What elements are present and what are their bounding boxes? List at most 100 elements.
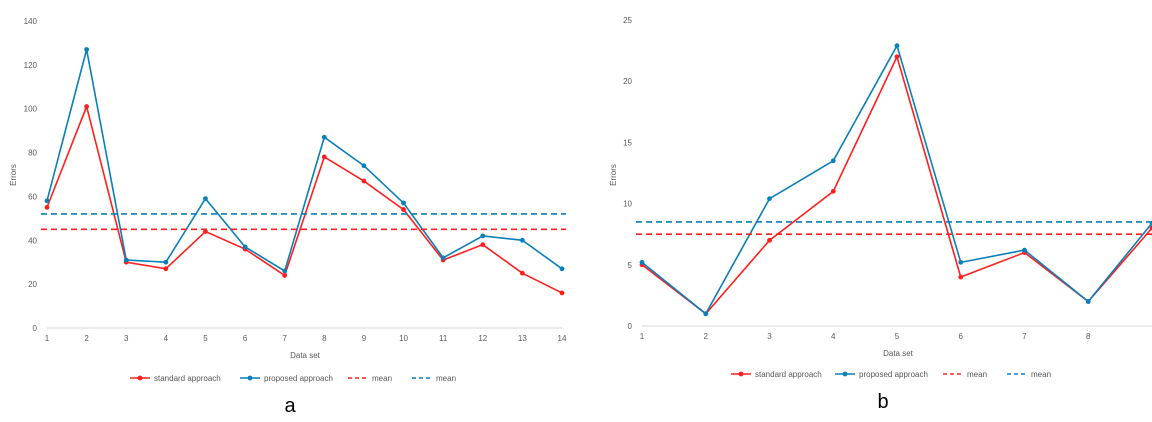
data-point: [361, 163, 367, 169]
panel-label: a: [284, 395, 296, 417]
data-point: [163, 259, 169, 265]
x-tick-label: 5: [895, 332, 900, 341]
data-point: [321, 154, 327, 160]
x-tick-label: 2: [84, 334, 89, 343]
data-point: [123, 257, 129, 263]
x-tick-label: 10: [399, 334, 408, 343]
legend-label: proposed approach: [859, 370, 928, 379]
legend: standard approach proposed approach mean me…: [731, 370, 1051, 379]
data-point: [703, 311, 709, 317]
x-tick-label: 8: [1086, 332, 1091, 341]
legend-label: mean: [436, 374, 456, 383]
data-point: [480, 242, 486, 248]
data-point: [830, 188, 836, 194]
y-axis-title: Errors: [9, 164, 18, 186]
x-tick-label: 14: [558, 334, 567, 343]
legend-marker: [738, 371, 744, 377]
data-point: [894, 54, 900, 60]
data-point: [958, 274, 964, 280]
data-point: [767, 237, 772, 243]
y-tick-label: 5: [628, 261, 633, 270]
series-line: [46, 103, 563, 294]
data-point: [519, 237, 525, 243]
plot-area: [636, 43, 1152, 317]
y-tick-label: 20: [623, 77, 632, 86]
data-point: [1149, 225, 1152, 231]
y-tick-label: 10: [623, 200, 632, 209]
y-tick-label: 25: [623, 16, 632, 25]
y-tick-label: 0: [33, 324, 38, 333]
data-point: [163, 266, 169, 272]
legend-label: proposed approach: [264, 374, 333, 383]
data-point: [203, 196, 208, 202]
y-tick-label: 100: [24, 105, 38, 114]
x-axis-title: Data set: [883, 349, 914, 358]
data-point: [401, 207, 406, 212]
series-line: [46, 49, 563, 273]
x-axis-title: Data set: [290, 351, 321, 360]
legend-label: mean: [372, 374, 392, 383]
data-point: [361, 178, 367, 184]
data-point: [894, 43, 900, 49]
data-point: [84, 47, 90, 52]
data-point: [44, 198, 50, 204]
series-line: [641, 54, 1152, 315]
y-tick-label: 140: [24, 17, 38, 26]
x-tick-label: 4: [164, 334, 169, 343]
y-tick-label: 80: [28, 149, 37, 158]
legend: standard approach proposed approach mean me…: [130, 374, 456, 383]
data-point: [639, 259, 645, 265]
data-point: [519, 270, 525, 276]
panel-label: b: [877, 391, 888, 413]
data-point: [242, 244, 248, 250]
y-tick-label: 20: [28, 280, 37, 289]
data-point: [203, 229, 208, 234]
y-tick-label: 15: [623, 138, 632, 147]
x-tick-label: 6: [243, 334, 248, 343]
x-tick-label: 1: [45, 334, 50, 343]
x-tick-label: 3: [767, 332, 772, 341]
legend-label: mean: [967, 370, 987, 379]
data-point: [282, 268, 288, 274]
legend-marker: [137, 375, 143, 381]
x-tick-label: 5: [203, 334, 208, 343]
data-point: [958, 259, 964, 265]
y-tick-label: 60: [28, 192, 37, 201]
x-tick-label: 7: [282, 334, 287, 343]
x-tick-label: 3: [124, 334, 129, 343]
data-point: [830, 158, 836, 164]
data-point: [440, 255, 446, 261]
legend-label: standard approach: [755, 370, 822, 379]
data-point: [44, 204, 50, 210]
data-point: [321, 134, 327, 140]
data-point: [1085, 299, 1091, 304]
x-tick-label: 1: [640, 332, 645, 341]
y-axis-title: Errors: [609, 164, 618, 186]
plot-area: [41, 47, 566, 296]
x-tick-label: 12: [478, 334, 487, 343]
data-point: [559, 266, 565, 272]
y-tick-label: 0: [628, 322, 633, 331]
chart-b: 0 5 10 15 20 25 1 2 3 4 5 6 7 8 Data set Errors standard…: [609, 16, 1152, 413]
y-tick-label: 40: [28, 236, 37, 245]
data-point: [84, 104, 90, 109]
data-point: [401, 200, 406, 206]
y-tick-label: 120: [24, 61, 38, 70]
data-point: [767, 196, 772, 202]
x-tick-label: 13: [518, 334, 527, 343]
legend-label: standard approach: [154, 374, 221, 383]
x-tick-label: 11: [439, 334, 448, 343]
x-tick-label: 9: [362, 334, 367, 343]
x-tick-label: 8: [322, 334, 327, 343]
legend-marker: [247, 375, 253, 381]
x-tick-label: 2: [704, 332, 709, 341]
legend-marker: [842, 371, 848, 377]
series-line: [641, 43, 1152, 315]
data-point: [1022, 247, 1027, 253]
data-point: [559, 290, 565, 296]
x-tick-label: 6: [959, 332, 964, 341]
data-point: [480, 233, 486, 239]
